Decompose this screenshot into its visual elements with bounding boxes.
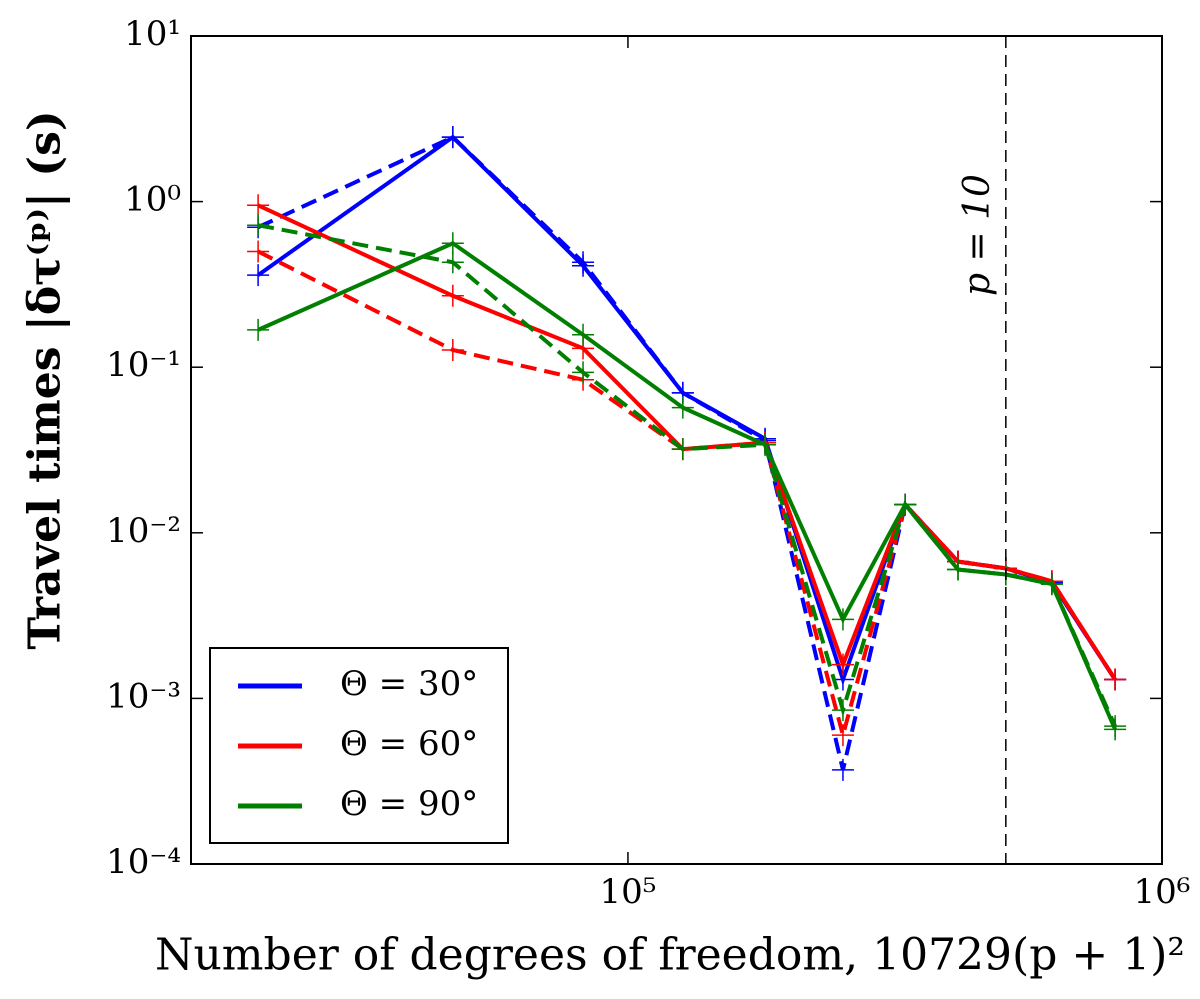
point-marker	[1040, 573, 1063, 596]
point-marker	[572, 323, 595, 346]
series-line	[257, 249, 1117, 743]
plot-frame	[190, 35, 1163, 865]
point-marker	[247, 318, 270, 341]
y-tick-label: 10⁻²	[106, 511, 181, 551]
point-marker	[831, 608, 854, 631]
x-tick-label: 10⁶	[1134, 872, 1191, 912]
point-marker	[894, 493, 917, 516]
point-marker	[572, 251, 595, 274]
point-marker	[247, 194, 270, 217]
point-marker	[831, 758, 854, 781]
point-marker	[572, 361, 595, 384]
point-marker	[441, 251, 464, 274]
point-marker	[247, 214, 270, 237]
point-marker	[247, 240, 270, 263]
point-marker	[441, 284, 464, 307]
point-marker	[441, 126, 464, 149]
y-tick-label: 10¹	[124, 14, 181, 54]
legend-label: Θ = 60°	[340, 724, 478, 764]
point-marker	[441, 232, 464, 255]
y-tick-label: 10⁻⁴	[106, 842, 181, 882]
y-tick-label: 10⁻³	[106, 676, 181, 716]
legend-label: Θ = 30°	[340, 664, 478, 704]
point-marker	[831, 724, 854, 747]
y-axis-label: Travel times |δτ⁽ᵖ⁾| (s)	[20, 110, 71, 649]
legend-label: Θ = 90°	[340, 784, 478, 824]
x-tick-label: 10⁵	[599, 872, 656, 912]
point-marker	[1104, 715, 1127, 738]
point-marker	[831, 699, 854, 722]
point-marker	[247, 264, 270, 287]
point-marker	[1104, 668, 1127, 691]
point-marker	[671, 396, 694, 419]
y-tick-label: 10⁰	[124, 180, 181, 220]
reference-label: p = 10	[957, 174, 998, 296]
point-marker	[947, 558, 970, 581]
point-marker	[831, 653, 854, 676]
x-axis-label: Number of degrees of freedom, 10729(p + …	[155, 930, 1185, 981]
y-tick-label: 10⁻¹	[106, 345, 181, 385]
point-marker	[754, 433, 777, 456]
point-marker	[671, 438, 694, 461]
point-marker	[441, 339, 464, 362]
